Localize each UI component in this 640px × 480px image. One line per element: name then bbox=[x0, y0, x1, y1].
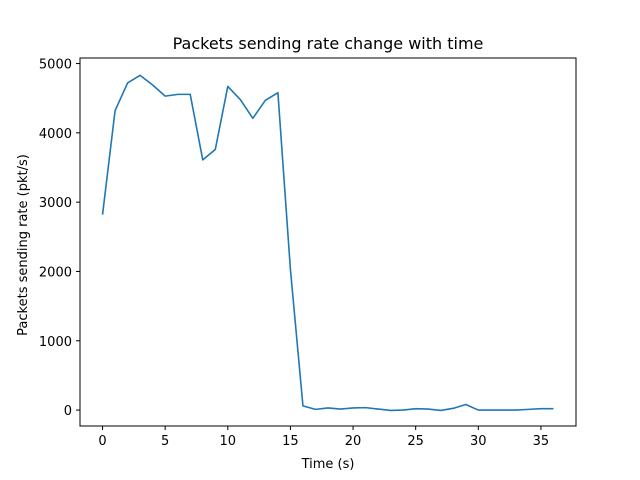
y-tick-label: 3000 bbox=[39, 196, 72, 211]
x-tick-label: 15 bbox=[282, 434, 299, 449]
x-tick-label: 30 bbox=[470, 434, 487, 449]
x-tick-label: 25 bbox=[407, 434, 424, 449]
x-axis-label: Time (s) bbox=[301, 457, 355, 472]
y-axis-label: Packets sending rate (pkt/s) bbox=[16, 154, 31, 336]
x-tick-label: 0 bbox=[98, 434, 106, 449]
plot-area: 0 5 10 15 20 25 30 35 0 1000 2000 3000 4000 5000 bbox=[39, 57, 577, 449]
chart-title: Packets sending rate change with time bbox=[173, 34, 484, 53]
y-tick-label: 0 bbox=[64, 404, 72, 419]
y-tick-label: 2000 bbox=[39, 265, 72, 280]
y-tick-label: 5000 bbox=[39, 58, 72, 73]
y-tick-label: 1000 bbox=[39, 335, 72, 350]
y-tick-label: 4000 bbox=[39, 127, 72, 142]
x-tick-label: 20 bbox=[345, 434, 362, 449]
plot-frame bbox=[79, 57, 577, 427]
x-tick-label: 35 bbox=[533, 434, 550, 449]
x-tick-label: 10 bbox=[220, 434, 237, 449]
x-tick-label: 5 bbox=[161, 434, 169, 449]
series-line-0 bbox=[101, 74, 554, 412]
